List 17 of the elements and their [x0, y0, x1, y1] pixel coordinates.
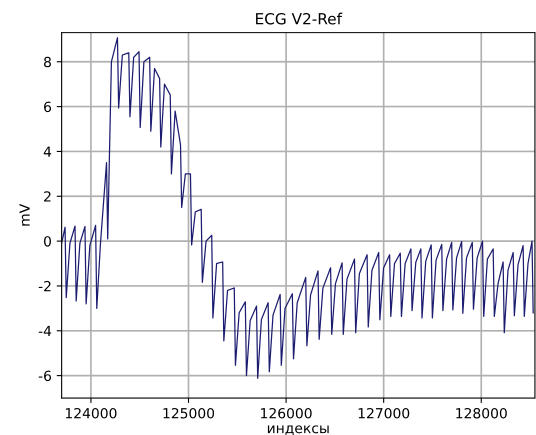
x-axis-title: индексы	[268, 425, 329, 435]
x-tick-label: 126000	[261, 408, 312, 418]
y-tick-label: 8	[44, 56, 51, 68]
y-tick-label: 6	[44, 102, 52, 112]
line-series	[62, 37, 534, 379]
y-tick-label: -2	[38, 280, 51, 292]
y-tick-label: 4	[44, 146, 52, 157]
x-tick-label: 124000	[66, 408, 116, 418]
y-tick-label: -4	[38, 326, 52, 336]
y-tick-label: 2	[44, 191, 51, 202]
y-tick-label: 0	[44, 236, 51, 247]
x-tick-label: 128000	[456, 408, 507, 418]
x-tick-label: 127000	[358, 408, 410, 418]
chart-title: ECG V2-Ref	[256, 12, 342, 25]
y-axis-title: mV	[20, 204, 30, 226]
x-tick-label: 125000	[164, 408, 214, 418]
y-tick-label: -6	[38, 370, 52, 382]
